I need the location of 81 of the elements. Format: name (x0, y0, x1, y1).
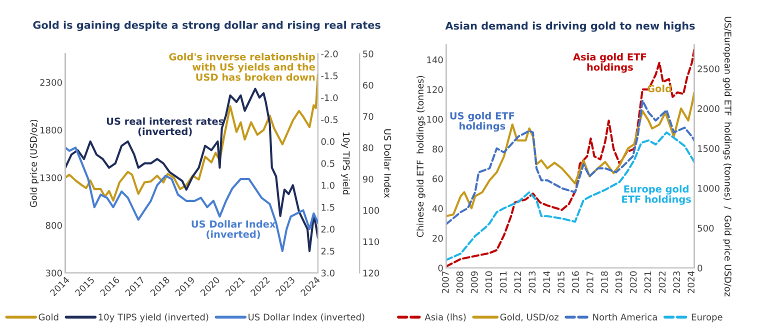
chart-title: Asian demand is driving gold to new highs (445, 22, 695, 32)
x-tick-label: 2015 (558, 271, 564, 294)
y2-tick-label: 1.0 (322, 182, 334, 189)
y3-tick-label: 90 (362, 176, 374, 183)
legend-label: US Dollar Index (inverted) (248, 313, 364, 322)
y-tick-label: 1800 (40, 126, 62, 134)
y2-tick-label: -2.0 (321, 50, 338, 58)
x-tick-label: 2020 (630, 271, 637, 294)
legend-label: 10y TIPS yield (inverted) (98, 313, 208, 322)
annotation: Gold's inverse relationship with US yields and the USD has broken down (169, 52, 315, 81)
y2-tick-label: 1000 (698, 184, 720, 192)
legend-label: Gold, USD/oz (500, 313, 559, 322)
y-tick-label: 0 (438, 264, 443, 272)
y-tick-label: 40 (432, 205, 443, 212)
x-tick-label: 2021 (644, 272, 652, 294)
x-tick-label: 2016 (572, 271, 579, 294)
y-tick-label: 100 (427, 116, 443, 123)
y2-tick-label: 3.0 (321, 270, 334, 276)
y2-tick-label: 0.0 (321, 138, 334, 145)
annotation: Europe gold ETF holdings (622, 185, 691, 205)
y-axis-title: Chinese gold ETF holdings (tonnes) (416, 76, 426, 238)
line-series (446, 131, 694, 261)
y-tick-label: 20 (432, 234, 443, 242)
y3-tick-label: 70 (363, 113, 374, 120)
y2-tick-label: -1.5 (321, 72, 338, 80)
y-axis-title: Gold price (USD/oz) (30, 120, 39, 208)
y2-tick-label: 2000 (698, 105, 720, 112)
y2-tick-label: 1500 (698, 145, 720, 152)
y2-tick-label: 1.5 (322, 204, 334, 211)
y3-tick-label: 120 (363, 270, 380, 276)
y2-tick-label: 2.5 (321, 248, 334, 255)
annotation: US real interest rates (inverted) (106, 117, 224, 136)
y2-axis-title: US/European gold ETF holdings (tonnes) / Gold price USD/oz (722, 16, 732, 296)
y2-tick-label: 2.0 (321, 226, 334, 233)
y2-tick-label: 0.5 (321, 160, 334, 167)
y-tick-label: 80 (432, 146, 443, 152)
x-tick-label: 2019 (615, 271, 622, 294)
x-tick-label: 2012 (514, 272, 522, 294)
y-tick-label: 300 (46, 270, 62, 276)
line-series (446, 48, 694, 268)
y-tick-label: 2300 (40, 79, 62, 86)
x-tick-label: 2008 (456, 271, 464, 294)
x-tick-label: 2023 (673, 271, 680, 294)
x-tick-label: 2009 (470, 271, 478, 294)
y2-tick-label: -0.5 (321, 116, 338, 124)
chart-title: Gold is gaining despite a strong dollar and rising real rates (33, 20, 380, 32)
x-tick-label: 2024 (688, 271, 695, 294)
y3-tick-label: 60 (363, 82, 374, 89)
y2-tick-label: -1.0 (321, 94, 338, 102)
y3-axis-title: US Dollar Index (384, 129, 392, 198)
x-tick-label: 2007 (442, 271, 449, 294)
y-tick-label: 140 (427, 56, 443, 64)
legend-label: Asia (lhs) (424, 313, 466, 322)
x-tick-label: 2022 (658, 272, 666, 294)
y2-tick-label: 2500 (698, 65, 720, 72)
x-tick-label: 2010 (485, 271, 492, 294)
y3-tick-label: 110 (363, 238, 380, 246)
annotation: US Dollar Index (inverted) (192, 220, 276, 239)
line-series (65, 74, 318, 202)
y-tick-label: 60 (432, 175, 443, 182)
line-series (65, 146, 318, 252)
annotation: Asia gold ETF holdings (573, 53, 646, 73)
y2-tick-label: 500 (698, 224, 714, 232)
legend-label: North America (593, 313, 657, 320)
x-tick-label: 2017 (586, 271, 594, 294)
y3-tick-label: 100 (363, 207, 380, 214)
y3-tick-label: 50 (363, 50, 374, 58)
x-tick-label: 2018 (600, 271, 608, 294)
y-tick-label: 1300 (40, 174, 62, 182)
y3-tick-label: 80 (363, 144, 374, 152)
x-tick-label: 2013 (528, 271, 536, 294)
legend-label: Gold (38, 313, 58, 320)
legend-label: Europe (692, 314, 722, 322)
y2-axis-title: 10y TIPS yield (341, 132, 350, 194)
y2-tick-label: 0 (698, 264, 702, 272)
line-series (65, 88, 318, 252)
y-tick-label: 120 (427, 86, 443, 93)
x-tick-label: 2011 (500, 272, 507, 294)
y-tick-label: 800 (46, 222, 62, 229)
x-tick-label: 2014 (543, 271, 550, 294)
annotation: US gold ETF holdings (450, 112, 514, 132)
